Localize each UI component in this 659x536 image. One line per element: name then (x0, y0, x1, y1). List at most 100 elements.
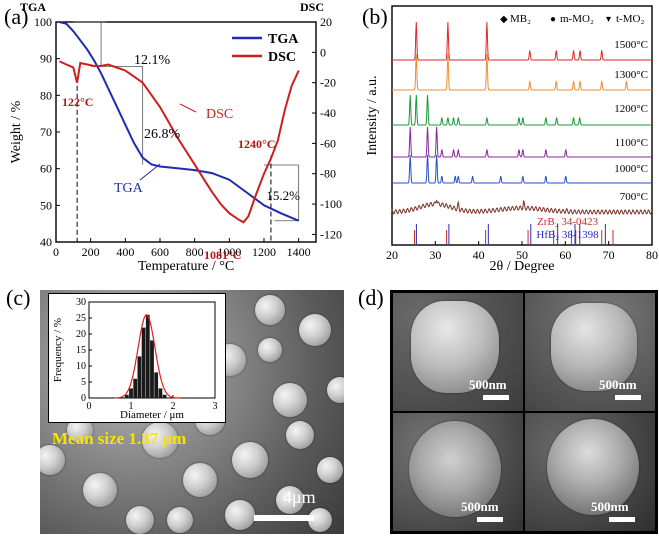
y-tick-label-right: -120 (320, 227, 342, 241)
panel-d: (d) 500nm 500nm 500nm 500nm (346, 282, 659, 536)
grain-particle (286, 421, 314, 449)
x-axis-label: Temperature / °C (138, 259, 234, 274)
x-tick-label: 3 (213, 401, 218, 412)
annotation: 1240°C (238, 137, 275, 151)
y-tick-label: 0 (81, 393, 86, 404)
scale-label-d2: 500nm (599, 377, 637, 392)
annotation: 122°C (62, 95, 93, 109)
legend-label: TGA (268, 32, 299, 47)
xrd-pattern (392, 126, 652, 158)
grain-particle (299, 314, 331, 346)
grain-particle (142, 422, 178, 458)
panel-label-b: (b) (362, 4, 388, 29)
y-tick-label: 15 (76, 345, 86, 356)
histogram-bar (124, 394, 129, 398)
y-tick-label: 5 (81, 377, 86, 388)
legend-label: t-MO₂ (616, 13, 644, 25)
pattern-label: 1200°C (614, 103, 648, 115)
xrd-chart: (b) 20 30 40 50 60 70 80 2θ / Degree Intensity / … (362, 4, 658, 274)
pattern-label: 700°C (620, 191, 648, 203)
xrd-pattern (392, 53, 652, 91)
x-tick-label: 1 (129, 401, 134, 412)
y-tick-label: 20 (76, 329, 86, 340)
y-tick-label-right: -40 (320, 106, 336, 120)
grain-particle (126, 506, 154, 534)
scale-bar-c (254, 515, 314, 521)
left-axis-title: TGA (20, 0, 46, 14)
scale-bar-d2 (615, 395, 641, 400)
right-axis-title: DSC (300, 0, 324, 14)
sem-image-d3: 500nm (393, 413, 523, 531)
annotation: DSC (206, 107, 233, 122)
pattern-label: 1100°C (615, 137, 648, 149)
scale-bar-d1 (483, 395, 509, 400)
grain-particle (273, 383, 307, 417)
legend-label: MB₂ (510, 13, 531, 25)
y-tick-label: 25 (76, 313, 86, 324)
y-tick-label-right: 20 (320, 15, 332, 29)
y-tick-label-left: 70 (40, 125, 52, 139)
x-tick-label: 20 (386, 248, 398, 262)
y-tick-label-left: 100 (34, 15, 52, 29)
faceted-particle (411, 301, 499, 393)
annotation: 1081°C (204, 248, 241, 262)
xrd-pattern (392, 94, 652, 126)
reference-label: HfB₂ 38-1398 (536, 229, 599, 241)
x-tick-label: 600 (151, 245, 169, 259)
y-tick-label-right: -20 (320, 76, 336, 90)
scale-label-d3: 500nm (461, 499, 499, 514)
x-tick-label: 1200 (252, 245, 276, 259)
grain-particle (327, 377, 344, 403)
histogram-bar (145, 314, 150, 398)
annotation: TGA (114, 181, 144, 196)
annotation: 26.8% (144, 127, 181, 142)
grain-particle (276, 486, 304, 514)
x-tick-label: 2 (171, 401, 176, 412)
histogram-bar (162, 394, 167, 398)
textured-particle (547, 419, 639, 515)
grain-particle (258, 338, 282, 362)
x-tick-label: 1400 (287, 245, 311, 259)
textured-particle (409, 421, 501, 517)
panel-label-c: (c) (6, 285, 31, 310)
x-tick-label: 1000 (217, 245, 241, 259)
y-tick-label: 30 (76, 297, 86, 308)
grain-particle (167, 507, 193, 533)
annotation: 12.1% (134, 53, 171, 68)
xrd-pattern (391, 199, 653, 215)
x-tick-label: 50 (516, 248, 528, 262)
sem-image-d2: 500nm (525, 293, 655, 411)
annotation: 15.2% (266, 188, 300, 203)
histogram-bar (150, 340, 154, 398)
x-tick-label: 60 (559, 248, 571, 262)
y-tick-label-right: 0 (320, 45, 326, 59)
faceted-particle (551, 303, 637, 391)
grain-particle (40, 445, 65, 475)
y-tick-label-left: 50 (40, 198, 52, 212)
histogram-bar (141, 327, 146, 398)
histogram-bar (133, 378, 138, 398)
scale-bar-d4 (609, 517, 635, 522)
pattern-label: 1500°C (614, 39, 648, 51)
x-tick-label: 70 (603, 248, 615, 262)
xrd-pattern (392, 154, 652, 184)
pattern-label: 1300°C (614, 69, 648, 81)
scale-label-d4: 500nm (591, 499, 629, 514)
panel-label-a: (a) (4, 4, 28, 29)
panel-label-d: (d) (358, 285, 384, 310)
grain-particle (225, 500, 255, 530)
scale-label-d1: 500nm (469, 377, 507, 392)
x-tick-label: 0 (53, 245, 59, 259)
panel-b: (b) 20 30 40 50 60 70 80 2θ / Degree Intensity / … (352, 0, 659, 275)
grain-particle (317, 457, 343, 483)
y-tick-label-right: -100 (320, 197, 342, 211)
curve-label-pointer (139, 163, 161, 181)
mean-size-label: Mean size 1.37 μm (52, 429, 187, 448)
sem-image-d1: 500nm (393, 293, 523, 411)
panel-c: (c) 0 1 2 3 0 5 10 15 20 25 30 Diameter / μm Frequen… (0, 282, 346, 536)
y-tick-label-left: 80 (40, 88, 52, 102)
y-tick-label-left: 60 (40, 162, 52, 176)
reference-label: ZrB₂ 34-0423 (537, 216, 598, 228)
